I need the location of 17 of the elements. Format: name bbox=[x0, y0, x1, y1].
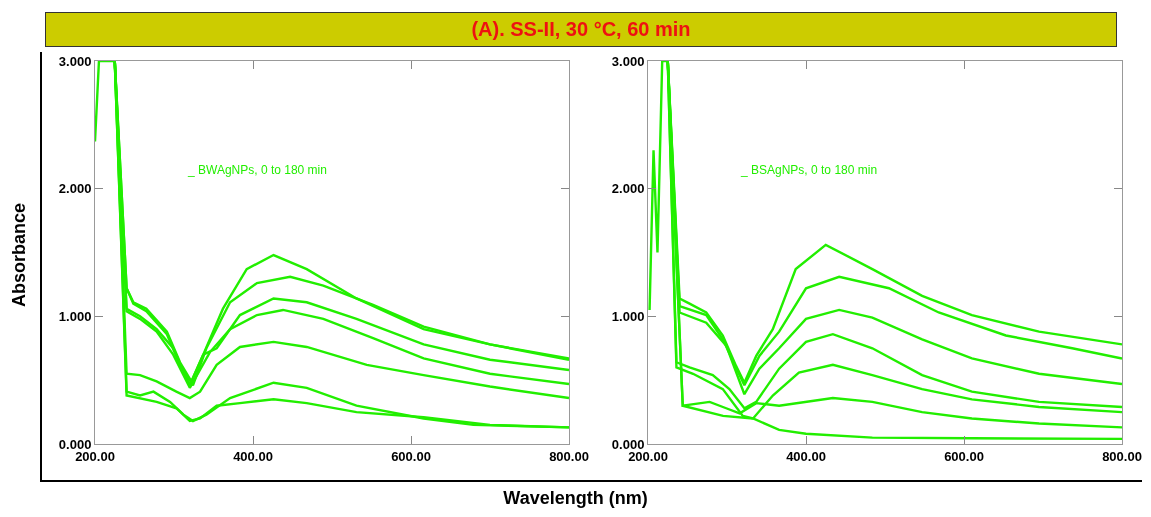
x-tick-label: 800.00 bbox=[549, 448, 589, 464]
chart-title: (A). SS-II, 30 °C, 60 min bbox=[45, 12, 1117, 47]
annotation: _ BWAgNPs, 0 to 180 min bbox=[187, 163, 327, 177]
x-tick-label: 400.00 bbox=[233, 448, 273, 464]
y-tick-label: 1.000 bbox=[58, 308, 92, 324]
x-tick-label: 600.00 bbox=[944, 448, 984, 464]
x-tick-label: 400.00 bbox=[786, 448, 826, 464]
x-tick-label: 800.00 bbox=[1102, 448, 1142, 464]
y-tick-label: 2.000 bbox=[611, 181, 645, 197]
annotation: _ BSAgNPs, 0 to 180 min bbox=[740, 163, 878, 177]
y-tick-label: 2.000 bbox=[58, 181, 92, 197]
y-axis-title: Absorbance bbox=[8, 202, 30, 308]
y-tick-label: 1.000 bbox=[611, 308, 645, 324]
y-tick-label: 3.000 bbox=[611, 53, 645, 69]
x-axis-title: Wavelength (nm) bbox=[502, 488, 649, 509]
y-tick-label: 3.000 bbox=[58, 53, 92, 69]
x-tick-label: 600.00 bbox=[391, 448, 431, 464]
